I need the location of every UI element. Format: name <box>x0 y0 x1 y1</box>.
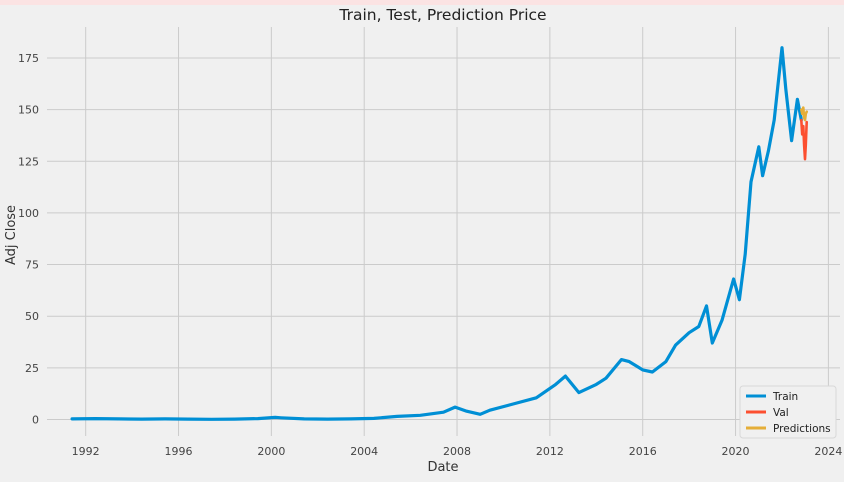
y-tick-label: 100 <box>18 207 39 220</box>
legend-label-val: Val <box>773 407 789 419</box>
x-tick-label: 2024 <box>814 445 842 458</box>
x-tick-label: 2012 <box>536 445 564 458</box>
legend-label-predictions: Predictions <box>773 423 831 435</box>
x-tick-label: 2020 <box>722 445 750 458</box>
legend: Train Val Predictions <box>739 385 837 439</box>
series-line-predictions <box>799 106 809 122</box>
series-lines <box>70 46 809 421</box>
y-tick-label: 150 <box>18 104 39 117</box>
x-tick-label: 2008 <box>443 445 471 458</box>
y-tick-label: 50 <box>25 310 39 323</box>
plot-area <box>47 27 840 436</box>
x-tick-label: 1996 <box>165 445 193 458</box>
x-tick-labels: 1992 1996 2000 2004 2008 2012 2016 2020 2024 <box>72 445 843 458</box>
chart-title: Train, Test, Prediction Price <box>338 6 546 24</box>
y-tick-label: 175 <box>18 52 39 65</box>
series-line-val <box>799 118 809 161</box>
x-tick-label: 2000 <box>257 445 285 458</box>
grid <box>47 27 840 436</box>
y-tick-label: 0 <box>32 413 39 426</box>
y-tick-label: 25 <box>25 362 39 375</box>
x-axis-label: Date <box>427 460 458 475</box>
x-tick-label: 2016 <box>629 445 657 458</box>
y-tick-labels: 0 25 50 75 100 125 150 175 <box>18 52 39 426</box>
y-tick-label: 75 <box>25 259 39 272</box>
legend-box <box>739 385 837 439</box>
x-tick-label: 2004 <box>350 445 378 458</box>
x-tick-label: 1992 <box>72 445 100 458</box>
y-tick-label: 125 <box>18 155 39 168</box>
y-axis-label: Adj Close <box>4 205 19 265</box>
legend-label-train: Train <box>772 391 798 403</box>
series-line-train <box>70 46 803 421</box>
top-strip <box>0 0 844 5</box>
